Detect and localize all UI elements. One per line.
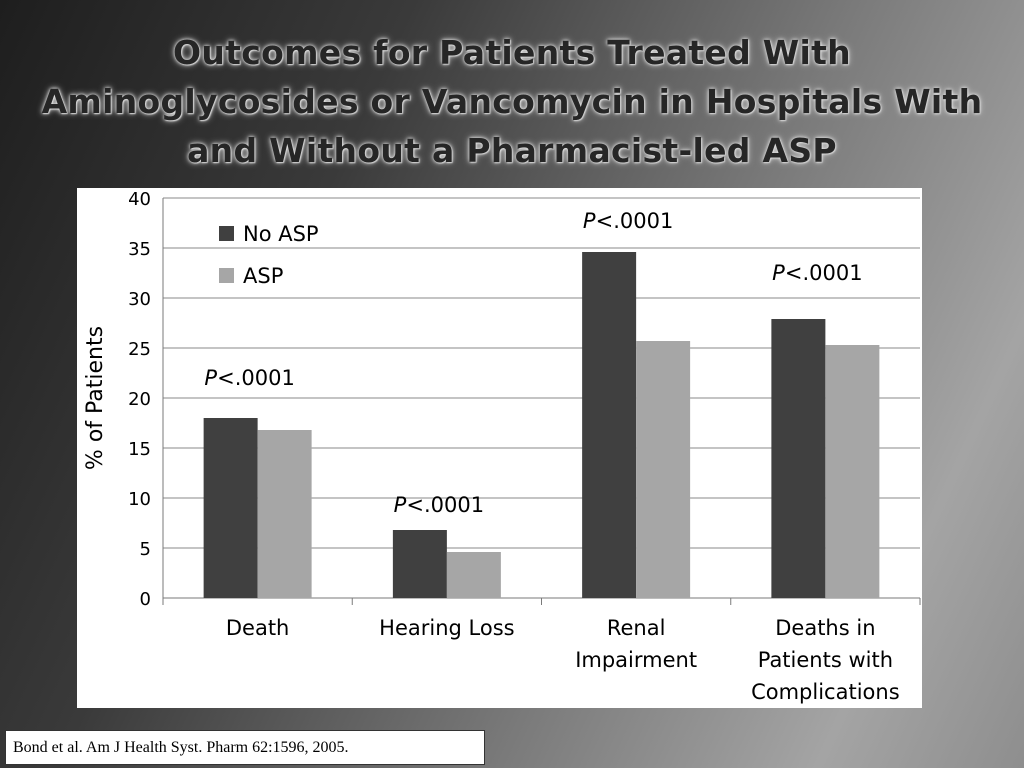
legend-swatch xyxy=(219,226,234,241)
citation-box: Bond et al. Am J Health Syst. Pharm 62:1… xyxy=(5,730,485,765)
bar xyxy=(257,430,312,598)
y-tick-label: 10 xyxy=(128,489,151,510)
p-value-label: P<.0001 xyxy=(583,209,673,233)
x-tick-label: Death xyxy=(226,616,290,640)
bar xyxy=(582,252,637,598)
x-tick-label: Hearing Loss xyxy=(379,616,514,640)
slide-title-line: Outcomes for Patients Treated With xyxy=(173,33,851,72)
bar xyxy=(392,530,447,598)
chart-panel: 0 5 10 15 20 25 30 35 40 Death Hearing Loss Renal Im… xyxy=(77,188,922,708)
citation-text: Bond et al. Am J Health Syst. Pharm 62:1… xyxy=(13,739,349,756)
slide-title-line: Aminoglycosides or Vancomycin in Hospita… xyxy=(41,82,983,121)
bar xyxy=(446,552,501,598)
y-tick-label: 0 xyxy=(140,589,151,610)
bar-chart: 0 5 10 15 20 25 30 35 40 Death Hearing Loss Renal Im… xyxy=(83,189,921,704)
y-tick-label: 30 xyxy=(128,289,151,310)
legend-swatch xyxy=(219,268,234,283)
bar xyxy=(203,418,258,598)
x-tick-label: Deaths in Patients with Complications xyxy=(751,616,900,704)
y-tick-label: 20 xyxy=(128,389,151,410)
bar xyxy=(636,341,691,598)
y-axis-label: % of Patients xyxy=(83,326,108,470)
y-tick-label: 40 xyxy=(128,189,151,210)
bar xyxy=(825,345,880,598)
bar xyxy=(771,319,826,598)
y-tick-label: 5 xyxy=(140,539,151,560)
p-value-label: P<.0001 xyxy=(772,261,862,285)
slide-title: Outcomes for Patients Treated With Amino… xyxy=(0,28,1024,175)
slide-title-line: and Without a Pharmacist-led ASP xyxy=(187,131,837,170)
y-tick-label: 35 xyxy=(128,239,151,260)
x-tick-label: Renal Impairment xyxy=(575,616,697,672)
y-tick-label: 15 xyxy=(128,439,151,460)
legend-label: ASP xyxy=(243,264,283,288)
y-tick-label: 25 xyxy=(128,339,151,360)
p-value-label: P<.0001 xyxy=(204,366,294,390)
p-value-label: P<.0001 xyxy=(394,493,484,517)
legend-label: No ASP xyxy=(243,222,319,246)
